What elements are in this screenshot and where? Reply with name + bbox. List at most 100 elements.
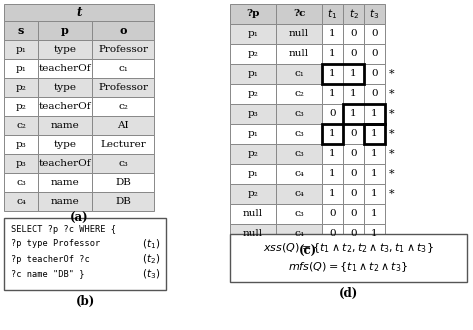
Bar — [4, 135, 38, 154]
Text: 1: 1 — [329, 170, 336, 179]
Text: type: type — [53, 83, 77, 92]
Text: c₄: c₄ — [294, 170, 304, 179]
Text: p₂: p₂ — [247, 149, 258, 158]
Bar — [38, 78, 92, 97]
Text: p: p — [61, 25, 69, 36]
Bar — [343, 4, 364, 24]
Text: 1: 1 — [371, 170, 378, 179]
Bar — [92, 21, 154, 40]
Text: ?p type Professor: ?p type Professor — [11, 240, 100, 248]
Bar — [92, 116, 154, 135]
Bar — [322, 224, 343, 244]
Bar — [322, 4, 343, 24]
Text: c₁: c₁ — [118, 64, 128, 73]
Bar — [230, 204, 276, 224]
Text: c₄: c₄ — [294, 189, 304, 199]
Text: 1: 1 — [329, 29, 336, 39]
Bar — [322, 204, 343, 224]
Text: c₄: c₄ — [16, 197, 26, 206]
Text: 1: 1 — [371, 129, 378, 139]
Text: 1: 1 — [350, 89, 357, 98]
Bar — [364, 64, 385, 84]
Text: name: name — [51, 121, 79, 130]
Text: 1: 1 — [329, 189, 336, 199]
Bar — [230, 224, 276, 244]
Text: null: null — [243, 210, 263, 218]
Text: 1: 1 — [350, 70, 357, 79]
Bar — [38, 40, 92, 59]
Bar — [364, 204, 385, 224]
Bar — [38, 21, 92, 40]
Bar — [230, 84, 276, 104]
Text: *: * — [389, 129, 394, 139]
Text: (c): (c) — [298, 245, 316, 257]
Text: p₁: p₁ — [247, 29, 258, 39]
Text: *: * — [389, 189, 394, 199]
Bar — [343, 164, 364, 184]
Text: c₁: c₁ — [294, 70, 304, 79]
Text: 0: 0 — [350, 229, 357, 239]
Text: ?p: ?p — [246, 10, 260, 18]
Bar — [92, 135, 154, 154]
Text: 1: 1 — [371, 189, 378, 199]
Bar — [364, 44, 385, 64]
Bar — [276, 164, 322, 184]
Text: c₃: c₃ — [294, 129, 304, 139]
Text: 1: 1 — [371, 210, 378, 218]
Bar — [343, 224, 364, 244]
Bar — [322, 44, 343, 64]
Text: null: null — [289, 29, 309, 39]
Bar — [92, 59, 154, 78]
Text: p₂: p₂ — [247, 189, 258, 199]
Bar — [322, 184, 343, 204]
Bar — [276, 64, 322, 84]
Text: 1: 1 — [329, 129, 336, 139]
Text: 1: 1 — [329, 89, 336, 98]
Text: 0: 0 — [350, 149, 357, 158]
Bar — [322, 144, 343, 164]
Bar — [322, 164, 343, 184]
Bar — [364, 4, 385, 24]
Bar — [276, 104, 322, 124]
Bar — [322, 124, 343, 144]
Text: c₃: c₃ — [16, 178, 26, 187]
Bar — [38, 192, 92, 211]
Bar — [364, 124, 385, 144]
Bar — [322, 64, 364, 84]
Bar — [38, 116, 92, 135]
Bar — [276, 224, 322, 244]
Bar — [322, 104, 343, 124]
Bar — [343, 44, 364, 64]
Bar — [38, 135, 92, 154]
Bar — [343, 64, 364, 84]
Text: t: t — [76, 6, 82, 19]
Bar — [322, 24, 343, 44]
Bar — [276, 4, 322, 24]
Bar — [38, 154, 92, 173]
Text: DB: DB — [115, 178, 131, 187]
Bar — [4, 40, 38, 59]
Text: *: * — [389, 109, 394, 119]
Bar — [92, 97, 154, 116]
Bar — [4, 192, 38, 211]
Bar — [4, 218, 166, 290]
Text: 0: 0 — [329, 110, 336, 118]
Text: null: null — [243, 229, 263, 239]
Bar — [92, 78, 154, 97]
Bar — [276, 24, 322, 44]
Bar — [364, 84, 385, 104]
Text: 0: 0 — [350, 29, 357, 39]
Bar — [38, 173, 92, 192]
Bar — [343, 104, 385, 124]
Text: c₂: c₂ — [16, 121, 26, 130]
Text: (b): (b) — [75, 294, 95, 308]
Text: 0: 0 — [371, 50, 378, 58]
Bar — [38, 59, 92, 78]
Bar — [230, 4, 276, 24]
Bar — [4, 97, 38, 116]
Text: c₃: c₃ — [118, 159, 128, 168]
Bar — [92, 192, 154, 211]
Text: 1: 1 — [329, 149, 336, 158]
Bar — [92, 40, 154, 59]
Text: c₃: c₃ — [294, 210, 304, 218]
